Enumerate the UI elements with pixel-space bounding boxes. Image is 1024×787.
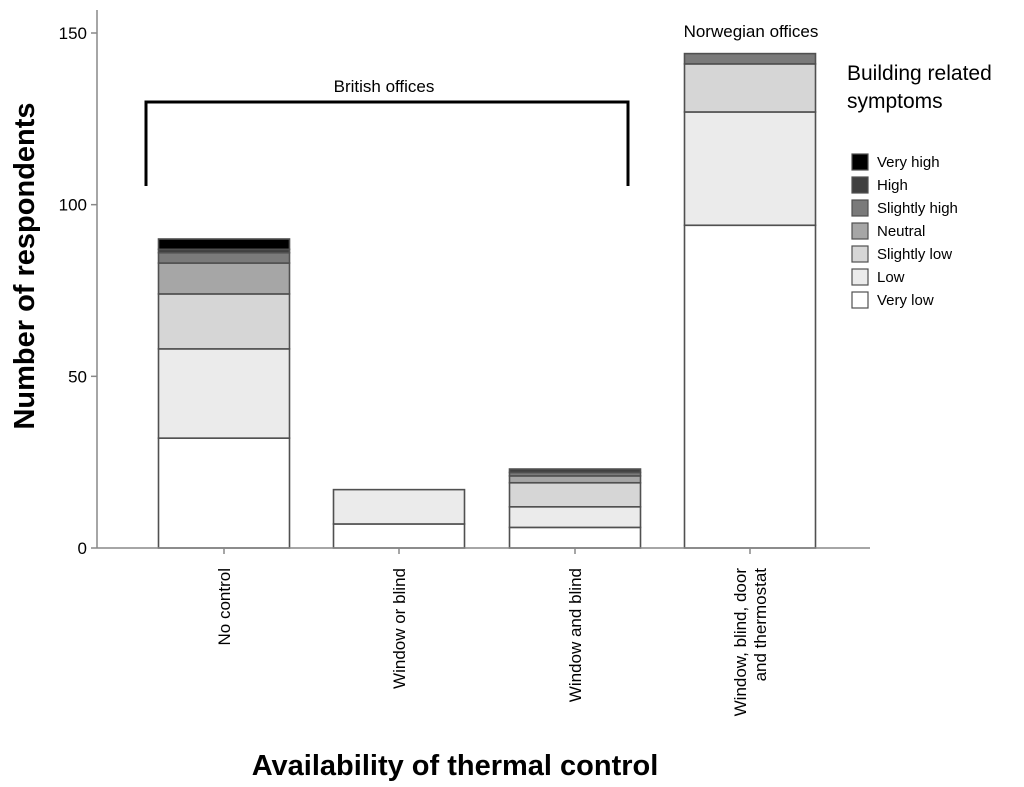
- x-tick-label-line: Window and blind: [566, 568, 585, 702]
- annotations: British offices Norwegian offices: [144, 22, 819, 186]
- axes: 0 50 100 150 No control Window or blind Window…: [59, 10, 870, 716]
- x-tick-label-line: Window or blind: [390, 568, 409, 689]
- legend-swatch: [851, 176, 869, 194]
- bar-segment: [508, 468, 642, 474]
- legend-swatch: [851, 268, 869, 286]
- x-tick-label-line: No control: [215, 568, 234, 645]
- british-offices-label: British offices: [334, 77, 435, 96]
- bar-segment: [508, 526, 642, 549]
- x-tick-label-line: and thermostat: [751, 568, 770, 682]
- legend-item: Neutral: [851, 222, 925, 240]
- legend-title: Building related symptoms: [847, 62, 992, 113]
- bar-segment: [508, 475, 642, 484]
- legend-label: Low: [877, 269, 905, 286]
- legend-swatch: [851, 153, 869, 171]
- bar-segment: [157, 437, 291, 549]
- y-tick-label: 100: [59, 196, 87, 215]
- legend-label: High: [877, 177, 908, 194]
- legend-label: Slightly high: [877, 200, 958, 217]
- norwegian-offices-label: Norwegian offices: [684, 22, 819, 41]
- legend-item: Very high: [851, 153, 940, 171]
- legend-item: Slightly high: [851, 199, 958, 217]
- bar-segment: [332, 488, 466, 525]
- x-tick-label: Window, blind, doorand thermostat: [731, 568, 770, 717]
- legend-item: Slightly low: [851, 245, 952, 263]
- legend-label: Very high: [877, 154, 940, 171]
- legend-swatch: [851, 222, 869, 240]
- legend-item: High: [851, 176, 908, 194]
- bar-segment: [508, 505, 642, 529]
- legend-label: Neutral: [877, 223, 925, 240]
- legend-label: Slightly low: [877, 246, 952, 263]
- bar-segment: [683, 52, 817, 65]
- legend-item: Very low: [851, 291, 934, 309]
- bar-segment: [157, 293, 291, 350]
- bar-stack: [508, 468, 642, 549]
- y-tick-label: 150: [59, 24, 87, 43]
- y-axis-title: Number of respondents: [9, 102, 41, 429]
- x-tick-label-line: Window, blind, door: [731, 568, 750, 717]
- x-tick-label: Window or blind: [390, 568, 409, 689]
- bar-segment: [332, 523, 466, 549]
- bar-segment: [683, 63, 817, 113]
- bar-segment: [683, 224, 817, 549]
- legend-title-line: symptoms: [847, 90, 943, 113]
- bar-segment: [683, 111, 817, 227]
- bar-segment: [157, 348, 291, 439]
- bar-stack: [157, 238, 291, 549]
- legend-swatch: [851, 245, 869, 263]
- y-tick-label: 0: [78, 539, 87, 558]
- bar-stack: [683, 52, 817, 549]
- x-tick-label: No control: [215, 568, 234, 645]
- bar-stack: [332, 488, 466, 549]
- x-tick-label: Window and blind: [566, 568, 585, 702]
- plot-area: [157, 52, 817, 549]
- bar-segment: [157, 238, 291, 251]
- bar-segment: [157, 262, 291, 295]
- legend-item: Low: [851, 268, 905, 286]
- legend: Building related symptoms Very high High Sli…: [847, 62, 992, 309]
- x-axis-title: Availability of thermal control: [252, 750, 659, 782]
- legend-label: Very low: [877, 292, 934, 309]
- legend-swatch: [851, 199, 869, 217]
- y-tick-label: 50: [68, 367, 87, 386]
- legend-title-line: Building related: [847, 62, 992, 85]
- legend-swatch: [851, 291, 869, 309]
- british-offices-bracket: [144, 100, 630, 186]
- bar-segment: [508, 481, 642, 508]
- bar-segment: [157, 251, 291, 264]
